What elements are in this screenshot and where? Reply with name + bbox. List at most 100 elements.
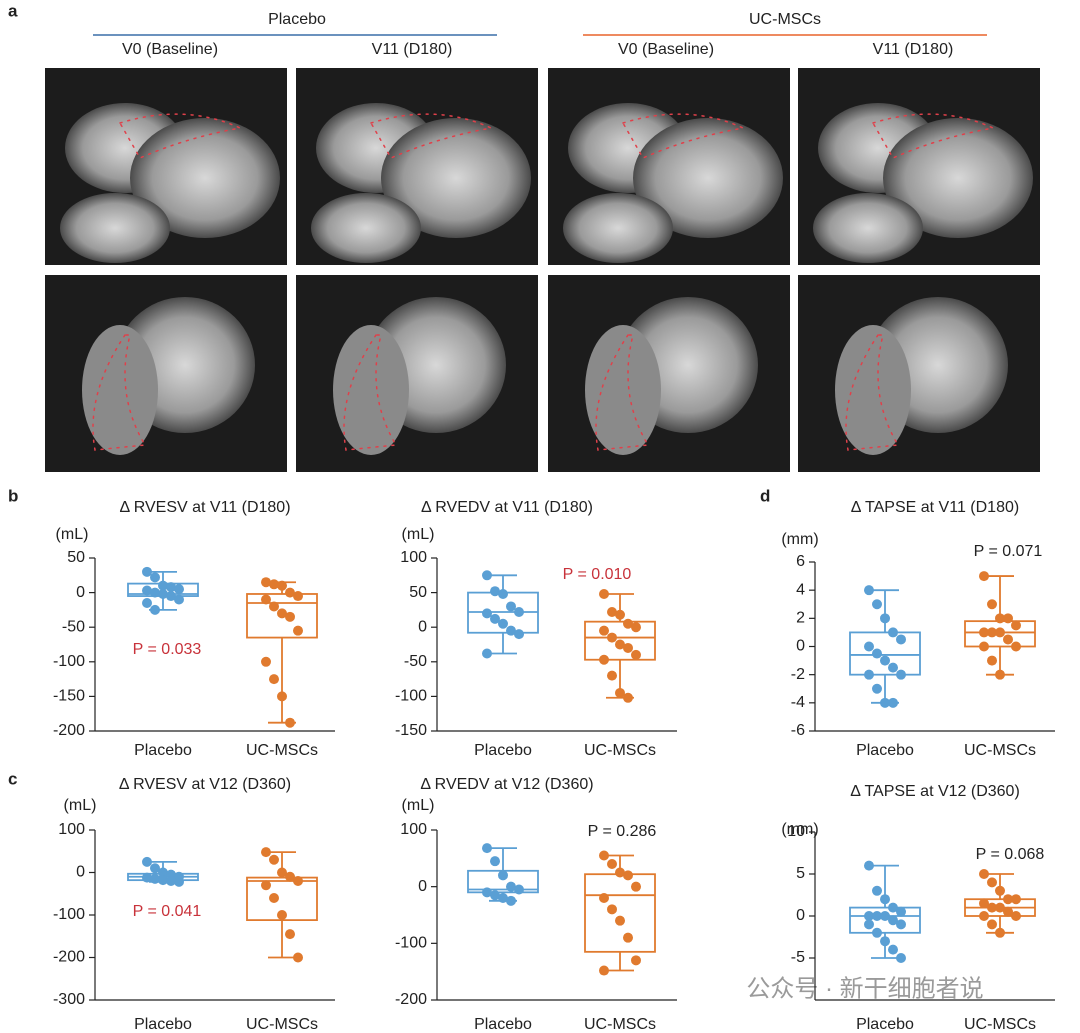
data-point xyxy=(979,898,989,909)
y-tick-label: -50 xyxy=(62,618,85,635)
data-point xyxy=(864,641,874,652)
y-tick-label: -150 xyxy=(395,722,427,739)
data-point xyxy=(293,876,303,886)
x-tick-label: UC-MSCs xyxy=(964,1016,1036,1033)
data-point xyxy=(880,613,890,624)
y-tick-label: -200 xyxy=(395,991,427,1008)
data-point xyxy=(623,618,633,629)
chart-title: Δ TAPSE at V11 (D180) xyxy=(851,499,1019,516)
y-tick-label: -100 xyxy=(395,688,427,705)
data-point xyxy=(888,944,898,955)
timepoint-header: V11 (D180) xyxy=(372,41,453,58)
data-point xyxy=(872,599,882,610)
p-value: P = 0.286 xyxy=(588,823,657,840)
data-point xyxy=(150,604,160,615)
data-point xyxy=(623,870,633,881)
data-point xyxy=(261,880,271,891)
y-tick-label: -200 xyxy=(53,949,85,966)
data-point xyxy=(864,860,874,871)
chart-title: Δ RVESV at V11 (D180) xyxy=(119,499,290,516)
data-point xyxy=(498,618,508,629)
x-tick-label: Placebo xyxy=(856,742,914,759)
data-point xyxy=(987,655,997,666)
data-point xyxy=(261,847,271,858)
timepoint-header: V0 (Baseline) xyxy=(618,41,714,58)
y-tick-label: -5 xyxy=(791,949,805,966)
data-point xyxy=(166,876,176,886)
box xyxy=(584,873,656,953)
data-point xyxy=(158,580,168,591)
data-point xyxy=(261,594,271,605)
y-tick-label: -4 xyxy=(791,694,805,711)
data-point xyxy=(285,871,295,882)
data-point xyxy=(979,911,989,921)
x-tick-label: Placebo xyxy=(134,1016,192,1033)
data-point xyxy=(599,625,609,636)
data-point xyxy=(269,893,279,903)
data-point xyxy=(864,669,874,680)
y-axis-label: (mm) xyxy=(781,821,818,838)
data-point xyxy=(269,601,279,612)
mri-structure xyxy=(381,118,531,238)
data-point xyxy=(631,881,641,892)
data-point xyxy=(1003,634,1013,645)
data-point xyxy=(979,571,989,582)
panel-label: c xyxy=(8,769,17,788)
data-point xyxy=(888,902,898,913)
data-point xyxy=(995,627,1005,638)
data-point xyxy=(269,854,279,865)
data-point xyxy=(896,634,906,645)
timepoint-header: V0 (Baseline) xyxy=(122,41,218,58)
data-point xyxy=(864,911,874,921)
data-point xyxy=(607,632,617,643)
rv-contour xyxy=(595,334,650,451)
data-point xyxy=(277,608,287,619)
box xyxy=(849,906,921,934)
data-point xyxy=(888,915,898,926)
y-tick-label: 0 xyxy=(796,638,805,655)
mri-structure xyxy=(835,325,911,455)
data-point xyxy=(158,588,168,599)
data-point xyxy=(896,669,906,680)
y-tick-label: 100 xyxy=(400,549,427,566)
group-header: Placebo xyxy=(268,11,326,28)
box xyxy=(849,631,921,676)
y-tick-label: 0 xyxy=(76,864,85,881)
data-point xyxy=(607,670,617,681)
x-tick-label: UC-MSCs xyxy=(246,742,318,759)
data-point xyxy=(498,588,508,599)
data-point xyxy=(623,642,633,653)
y-tick-label: 0 xyxy=(418,878,427,895)
panel-label: d xyxy=(760,486,770,505)
data-point xyxy=(166,582,176,593)
box xyxy=(246,593,318,639)
data-point xyxy=(623,932,633,943)
data-point xyxy=(285,929,295,940)
y-tick-label: 50 xyxy=(409,584,427,601)
data-point xyxy=(277,691,287,702)
y-tick-label: 0 xyxy=(76,584,85,601)
rv-contour xyxy=(621,113,746,159)
data-point xyxy=(979,641,989,652)
data-point xyxy=(293,952,303,963)
data-point xyxy=(888,627,898,638)
data-point xyxy=(615,915,625,926)
y-axis-label: (mL) xyxy=(64,797,97,814)
watermark: 公众号 · 新干细胞者说 xyxy=(746,975,983,1002)
box xyxy=(246,876,318,921)
data-point xyxy=(482,887,492,898)
x-tick-label: UC-MSCs xyxy=(964,742,1036,759)
data-point xyxy=(987,919,997,930)
mri-structure xyxy=(130,118,280,238)
chart-title: Δ TAPSE at V12 (D360) xyxy=(850,783,1020,800)
x-tick-label: Placebo xyxy=(856,1016,914,1033)
data-point xyxy=(150,587,160,598)
data-point xyxy=(864,585,874,596)
data-point xyxy=(285,587,295,598)
data-point xyxy=(142,856,152,867)
group-header: UC-MSCs xyxy=(749,11,821,28)
data-point xyxy=(995,902,1005,913)
data-point xyxy=(174,584,184,595)
p-value: P = 0.071 xyxy=(974,543,1043,560)
